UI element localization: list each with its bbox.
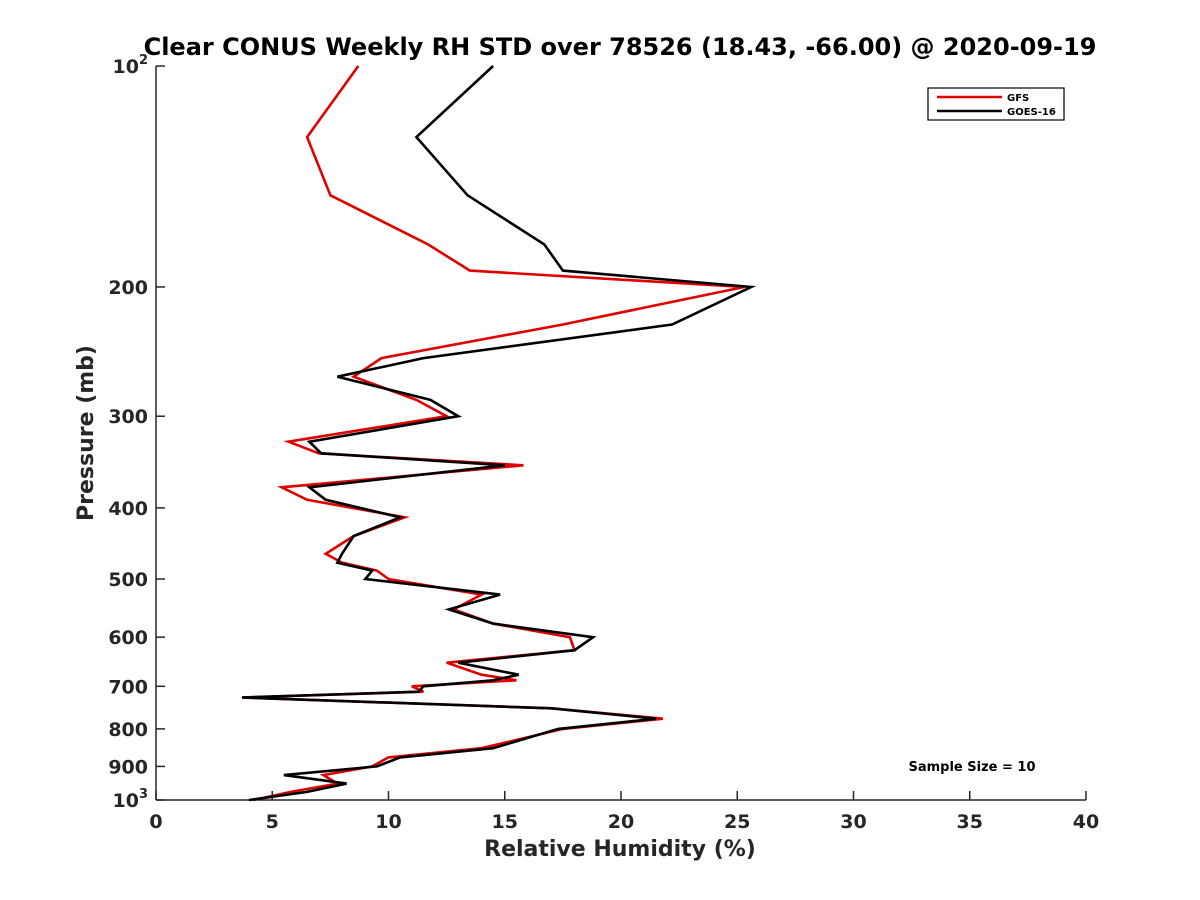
- chart-title: Clear CONUS Weekly RH STD over 78526 (18…: [144, 33, 1097, 61]
- y-tick-label: 700: [108, 676, 148, 698]
- x-tick-label: 40: [1073, 811, 1099, 833]
- x-tick-label: 25: [724, 811, 750, 833]
- y-tick-label: 900: [108, 756, 148, 778]
- legend-label-gfs: GFS: [1007, 93, 1029, 104]
- x-tick-label: 5: [266, 811, 279, 833]
- y-tick-label: 400: [108, 498, 148, 520]
- y-tick-label: 200: [108, 277, 148, 299]
- y-tick-label: 500: [108, 569, 148, 591]
- x-tick-label: 0: [149, 811, 162, 833]
- x-axis-ticks: 0 5 10 15 20 25 30 35 40: [149, 791, 1099, 833]
- y-tick-label: 800: [108, 719, 148, 741]
- series-line-gfs: [241, 65, 745, 802]
- x-tick-label: 15: [492, 811, 518, 833]
- y-tick-label: 102: [113, 53, 149, 78]
- x-axis-label: Relative Humidity (%): [484, 837, 756, 862]
- y-tick-label: 300: [108, 406, 148, 428]
- x-tick-label: 10: [375, 811, 401, 833]
- y-axis-label: Pressure (mb): [74, 345, 99, 521]
- y-tick-label: 600: [108, 627, 148, 649]
- series-layer: [241, 65, 757, 802]
- legend-label-goes16: GOES-16: [1007, 107, 1056, 118]
- x-tick-label: 20: [608, 811, 634, 833]
- legend: GFS GOES-16: [927, 87, 1065, 121]
- y-tick-label: 103: [113, 787, 149, 812]
- legend-box: [927, 87, 1065, 121]
- y-axis-ticks: 102 200 300 400 500 600 700 800 900 103: [108, 53, 165, 812]
- x-tick-label: 30: [840, 811, 866, 833]
- sample-size-note: Sample Size = 10: [908, 760, 1035, 775]
- series-line-goes16: [241, 65, 757, 802]
- plot-area: 0 5 10 15 20 25 30 35 40 102 200 300 400 500 600 700 80…: [108, 53, 1099, 833]
- x-tick-label: 35: [957, 811, 983, 833]
